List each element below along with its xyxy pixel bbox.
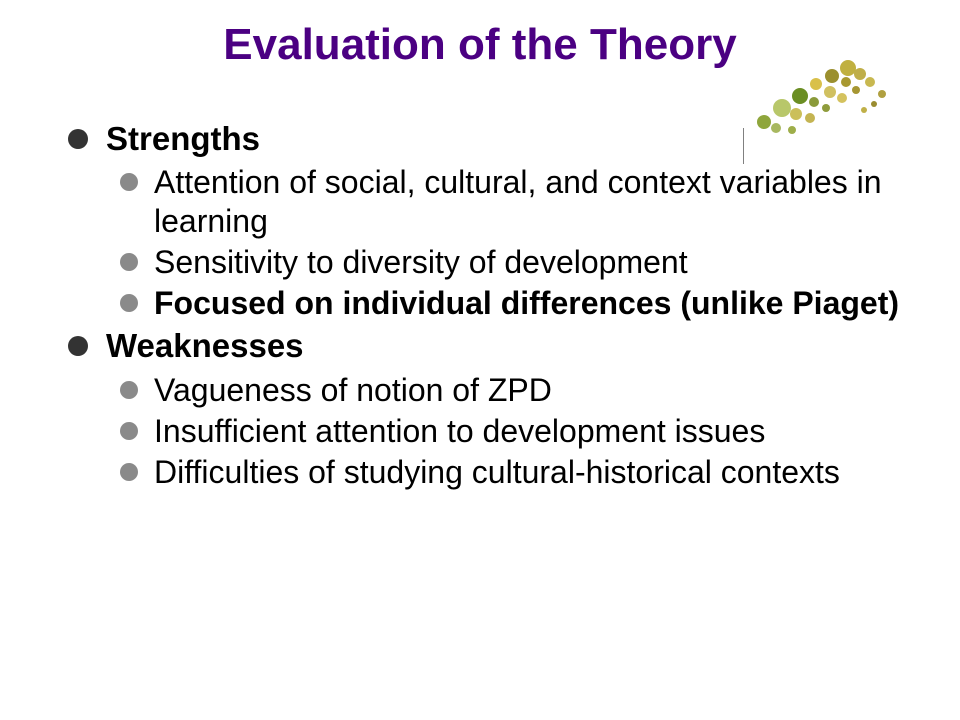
decor-circle — [773, 99, 791, 117]
decor-circle — [865, 77, 875, 87]
list-item-text: Attention of social, cultural, and conte… — [154, 163, 910, 241]
decor-circle — [771, 123, 781, 133]
list-item: Vagueness of notion of ZPD — [68, 371, 910, 410]
decor-circle — [825, 69, 839, 83]
decor-circle — [852, 86, 860, 94]
section-heading-text: Strengths — [106, 118, 260, 159]
decor-circle — [792, 88, 808, 104]
list-item-text: Difficulties of studying cultural-histor… — [154, 453, 840, 492]
list-item: Attention of social, cultural, and conte… — [68, 163, 910, 241]
decor-circle — [878, 90, 886, 98]
decor-circle — [824, 86, 836, 98]
decor-circle — [854, 68, 866, 80]
list-item: Insufficient attention to development is… — [68, 412, 910, 451]
decor-circle — [837, 93, 847, 103]
bullet-dot-main — [68, 129, 88, 149]
list-item: Focused on individual differences (unlik… — [68, 284, 910, 323]
bullet-dot-main — [68, 336, 88, 356]
decor-circle — [810, 78, 822, 90]
decor-circle — [757, 115, 771, 129]
decor-circle — [840, 60, 856, 76]
bullet-dot-sub — [120, 463, 138, 481]
decor-circle — [822, 104, 830, 112]
decor-circle — [861, 107, 867, 113]
section-heading-text: Weaknesses — [106, 325, 304, 366]
bullet-dot-sub — [120, 173, 138, 191]
list-item-text: Vagueness of notion of ZPD — [154, 371, 552, 410]
decor-circle — [790, 108, 802, 120]
slide-content: StrengthsAttention of social, cultural, … — [50, 118, 910, 492]
bullet-dot-sub — [120, 422, 138, 440]
list-item-text: Sensitivity to diversity of development — [154, 243, 688, 282]
bullet-dot-sub — [120, 381, 138, 399]
decor-circle — [788, 126, 796, 134]
bullet-dot-sub — [120, 294, 138, 312]
list-item-text: Insufficient attention to development is… — [154, 412, 765, 451]
list-item: Difficulties of studying cultural-histor… — [68, 453, 910, 492]
decor-circle — [841, 77, 851, 87]
decor-circle — [805, 113, 815, 123]
decorative-dots — [756, 48, 916, 138]
list-item-text: Focused on individual differences (unlik… — [154, 284, 899, 323]
title-divider — [743, 128, 744, 164]
bullet-dot-sub — [120, 253, 138, 271]
decor-circle — [809, 97, 819, 107]
decor-circle — [871, 101, 877, 107]
list-item: Sensitivity to diversity of development — [68, 243, 910, 282]
section-heading: Weaknesses — [68, 325, 910, 366]
slide: Evaluation of the Theory StrengthsAttent… — [0, 0, 960, 720]
